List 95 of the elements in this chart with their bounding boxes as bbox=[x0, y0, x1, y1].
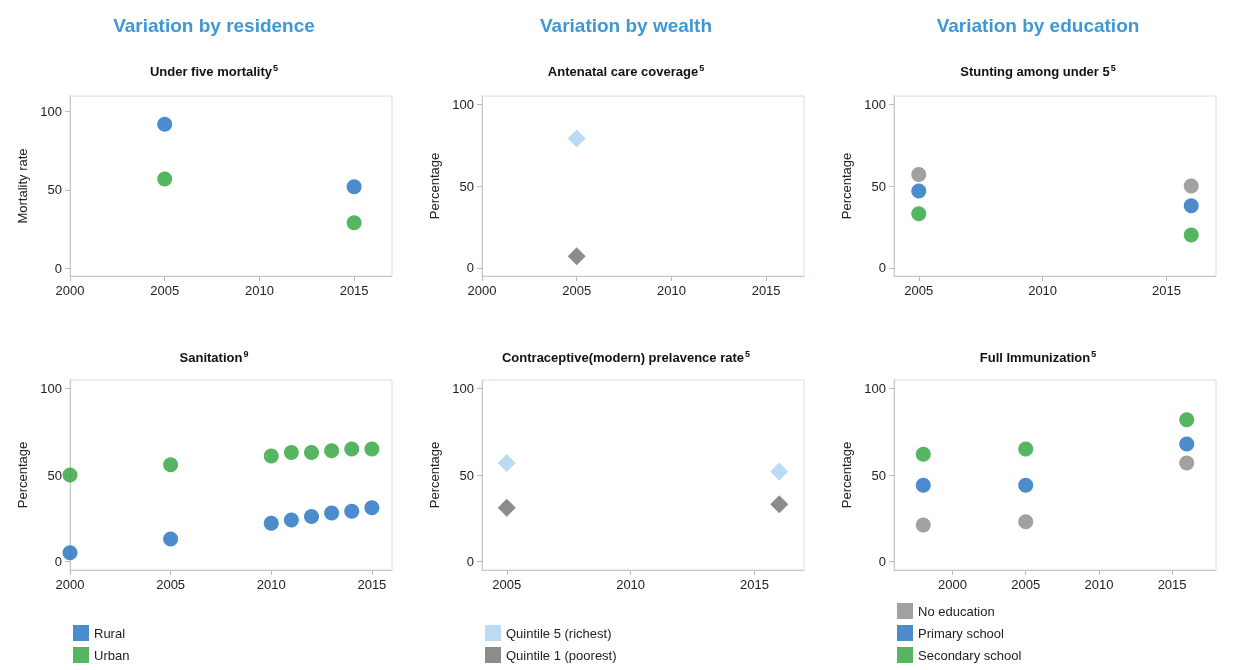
legend-label: Secondary school bbox=[918, 647, 1022, 663]
x-tick-label: 2010 bbox=[656, 283, 686, 298]
y-tick-label: 50 bbox=[871, 178, 886, 194]
x-tick-label: 2000 bbox=[55, 283, 85, 298]
point bbox=[915, 517, 931, 533]
point bbox=[364, 500, 380, 516]
point bbox=[283, 445, 299, 461]
legend-label: Rural bbox=[94, 625, 126, 641]
point bbox=[344, 441, 360, 457]
x-tick-label: 2010 bbox=[616, 577, 646, 592]
point bbox=[915, 477, 931, 493]
point bbox=[157, 171, 173, 187]
point bbox=[1179, 455, 1195, 471]
x-tick-label: 2010 bbox=[244, 283, 274, 298]
point bbox=[915, 446, 931, 462]
y-tick-label: 50 bbox=[459, 467, 474, 483]
point bbox=[344, 503, 360, 519]
x-tick-label: 2015 bbox=[1157, 577, 1187, 592]
legend-label: Quintile 5 (richest) bbox=[506, 625, 612, 641]
legend-label: No education bbox=[918, 603, 995, 619]
y-tick-label: 0 bbox=[54, 260, 62, 276]
point bbox=[1179, 436, 1195, 452]
y-axis-title: Percentage bbox=[15, 441, 31, 509]
point bbox=[163, 457, 179, 473]
point bbox=[304, 445, 319, 461]
point bbox=[263, 515, 279, 531]
x-tick-label: 2005 bbox=[492, 577, 522, 592]
legend-label: Quintile 1 (poorest) bbox=[506, 647, 617, 663]
x-tick-label: 2005 bbox=[562, 283, 592, 298]
y-tick-label: 0 bbox=[466, 260, 474, 276]
point bbox=[1179, 412, 1195, 428]
y-tick-label: 100 bbox=[40, 381, 62, 397]
y-axis-title: Percentage bbox=[839, 441, 855, 509]
x-tick-label: 2005 bbox=[904, 283, 934, 298]
x-tick-label: 2000 bbox=[938, 577, 968, 592]
y-tick-label: 100 bbox=[864, 96, 886, 112]
point bbox=[497, 498, 516, 517]
x-tick-label: 2005 bbox=[156, 577, 186, 592]
point bbox=[911, 206, 927, 222]
y-tick-label: 100 bbox=[452, 381, 474, 397]
y-tick-label: 0 bbox=[466, 553, 474, 569]
y-tick-label: 50 bbox=[47, 467, 62, 483]
x-tick-label: 2015 bbox=[740, 577, 769, 592]
point bbox=[263, 448, 279, 464]
x-tick-label: 2010 bbox=[1084, 577, 1114, 592]
point bbox=[346, 215, 362, 231]
point bbox=[1183, 178, 1199, 194]
y-tick-label: 0 bbox=[54, 553, 62, 569]
point bbox=[304, 508, 319, 524]
point bbox=[324, 443, 340, 459]
y-tick-label: 100 bbox=[864, 381, 886, 397]
point bbox=[163, 531, 179, 547]
legend-label: Primary school bbox=[918, 625, 1005, 641]
y-axis-title: Percentage bbox=[839, 152, 855, 220]
point bbox=[283, 512, 299, 528]
point bbox=[346, 179, 362, 195]
x-tick-label: 2015 bbox=[1152, 283, 1181, 298]
y-tick-label: 50 bbox=[47, 182, 62, 198]
y-tick-label: 0 bbox=[878, 260, 886, 276]
point bbox=[770, 495, 789, 514]
point bbox=[62, 545, 78, 561]
point bbox=[770, 462, 789, 481]
point bbox=[911, 167, 927, 183]
y-tick-label: 100 bbox=[452, 96, 474, 112]
point bbox=[1018, 441, 1034, 457]
legend-label: Urban bbox=[94, 647, 130, 663]
point bbox=[1018, 514, 1034, 530]
x-tick-label: 2010 bbox=[256, 577, 286, 592]
x-tick-label: 2000 bbox=[55, 577, 85, 592]
text: Variation by wealth bbox=[539, 15, 713, 36]
text: Variation by education bbox=[936, 15, 1140, 36]
x-tick-label: 2015 bbox=[357, 577, 387, 592]
x-tick-label: 2010 bbox=[1028, 283, 1058, 298]
point bbox=[62, 467, 78, 483]
x-tick-label: 2015 bbox=[339, 283, 369, 298]
y-tick-label: 0 bbox=[878, 553, 886, 569]
point bbox=[1183, 198, 1199, 214]
y-tick-label: 50 bbox=[871, 467, 886, 483]
x-tick-label: 2000 bbox=[467, 283, 497, 298]
x-tick-label: 2005 bbox=[1011, 577, 1041, 592]
point bbox=[324, 505, 340, 521]
point bbox=[157, 116, 173, 132]
y-axis-title: Mortality rate bbox=[15, 148, 31, 224]
point bbox=[1018, 477, 1034, 493]
x-tick-label: 2005 bbox=[150, 283, 180, 298]
point bbox=[911, 183, 927, 199]
text: Variation by residence bbox=[113, 15, 315, 36]
y-axis-title: Percentage bbox=[427, 152, 443, 220]
x-tick-label: 2015 bbox=[751, 283, 781, 298]
point bbox=[1183, 227, 1199, 243]
y-tick-label: 100 bbox=[40, 104, 62, 120]
y-axis-title: Percentage bbox=[427, 441, 443, 509]
point bbox=[497, 453, 516, 472]
y-tick-label: 50 bbox=[459, 178, 474, 194]
point bbox=[364, 441, 380, 457]
